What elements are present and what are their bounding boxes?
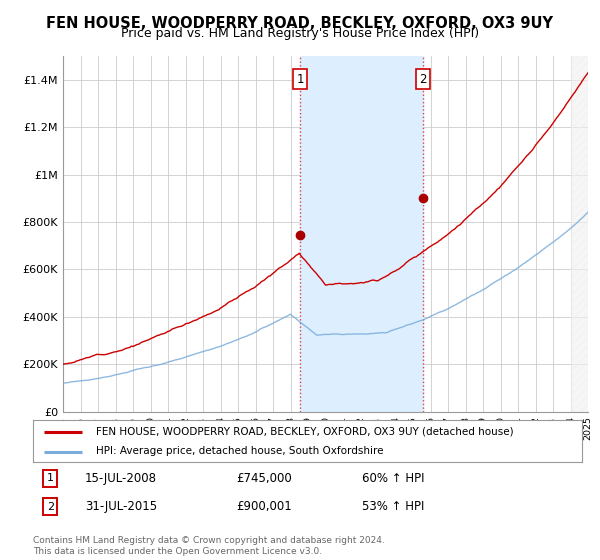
Text: Price paid vs. HM Land Registry's House Price Index (HPI): Price paid vs. HM Land Registry's House …	[121, 27, 479, 40]
Text: 1: 1	[296, 73, 304, 86]
Text: HPI: Average price, detached house, South Oxfordshire: HPI: Average price, detached house, Sout…	[96, 446, 383, 456]
Text: 60% ↑ HPI: 60% ↑ HPI	[362, 472, 425, 485]
Text: 15-JUL-2008: 15-JUL-2008	[85, 472, 157, 485]
Text: £745,000: £745,000	[236, 472, 292, 485]
Bar	[300, 56, 423, 412]
Text: FEN HOUSE, WOODPERRY ROAD, BECKLEY, OXFORD, OX3 9UY: FEN HOUSE, WOODPERRY ROAD, BECKLEY, OXFO…	[47, 16, 554, 31]
Text: FEN HOUSE, WOODPERRY ROAD, BECKLEY, OXFORD, OX3 9UY (detached house): FEN HOUSE, WOODPERRY ROAD, BECKLEY, OXFO…	[96, 427, 514, 437]
Text: 1: 1	[47, 473, 54, 483]
Text: Contains HM Land Registry data © Crown copyright and database right 2024.
This d: Contains HM Land Registry data © Crown c…	[33, 536, 385, 556]
Bar	[571, 56, 588, 412]
Text: 2: 2	[47, 502, 54, 512]
Text: 31-JUL-2015: 31-JUL-2015	[85, 500, 157, 513]
Text: 2: 2	[419, 73, 427, 86]
Text: £900,001: £900,001	[236, 500, 292, 513]
Text: 53% ↑ HPI: 53% ↑ HPI	[362, 500, 425, 513]
